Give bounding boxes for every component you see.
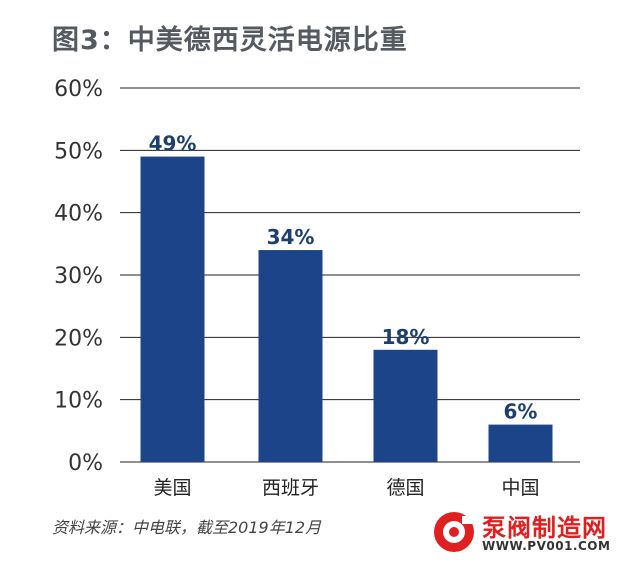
data-label: 6% <box>504 400 538 424</box>
y-axis-tick-labels: 0% 10% 20% 30% 40% 50% 60% <box>54 77 103 476</box>
x-tick-label: 美国 <box>153 477 191 499</box>
data-label: 18% <box>382 325 430 349</box>
data-labels: 49% 34% 18% 6% <box>149 132 538 424</box>
bar-0 <box>140 156 205 463</box>
y-tick-label: 0% <box>68 451 103 476</box>
x-tick-label: 西班牙 <box>262 477 319 499</box>
y-tick-label: 20% <box>54 326 103 351</box>
x-tick-label: 中国 <box>501 477 539 499</box>
watermark-logo: 泵阀制造网 WWW.PV001.COM <box>432 508 612 560</box>
chart-title: 图3：中美德西灵活电源比重 <box>52 25 408 56</box>
watermark-url: WWW.PV001.COM <box>482 539 611 553</box>
bar-2 <box>373 349 438 462</box>
y-tick-label: 10% <box>54 389 103 414</box>
pump-logo-icon <box>434 512 474 552</box>
y-tick-label: 50% <box>54 139 103 164</box>
y-tick-label: 40% <box>54 202 103 227</box>
x-axis-tick-labels: 美国 西班牙 德国 中国 <box>153 477 539 499</box>
y-tick-label: 30% <box>54 264 103 289</box>
source-note: 资料来源：中电联，截至2019年12月 <box>52 518 322 537</box>
bar-1 <box>258 250 323 462</box>
data-label: 49% <box>149 132 197 156</box>
data-label: 34% <box>267 225 315 249</box>
bars <box>140 156 553 463</box>
y-tick-label: 60% <box>54 77 103 102</box>
x-tick-label: 德国 <box>386 477 424 499</box>
bar-3 <box>488 424 553 462</box>
watermark-brand: 泵阀制造网 <box>482 514 607 542</box>
